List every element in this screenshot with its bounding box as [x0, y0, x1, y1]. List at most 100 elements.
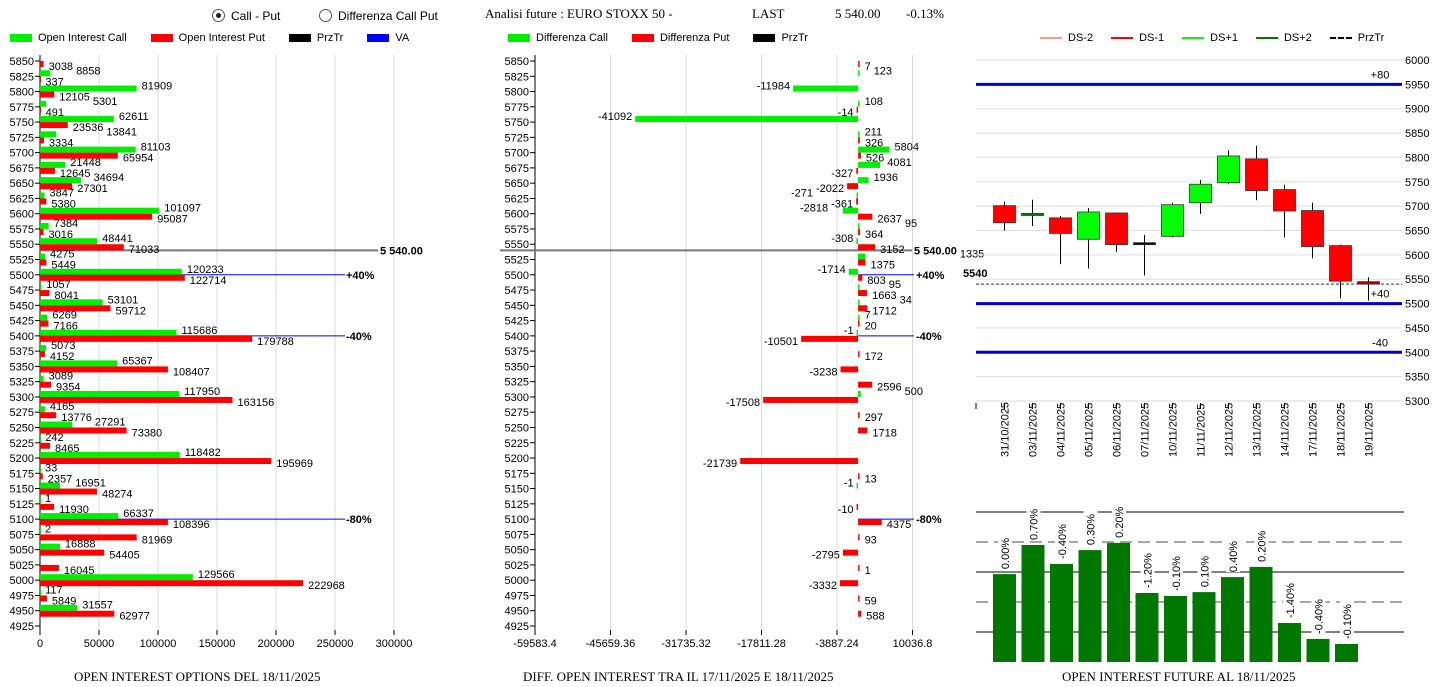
y-tick-label: 5150 — [505, 484, 529, 496]
call-bar — [848, 268, 859, 275]
put-value-label: 2637 — [877, 214, 901, 226]
y-tick-label: 5300 — [505, 392, 529, 404]
y-tick-label: 5175 — [505, 468, 529, 480]
y-tick-label: 5850 — [10, 56, 34, 68]
call-value-label: 115686 — [182, 325, 218, 337]
va-label: -40% — [346, 331, 372, 343]
y-tick-label: 5700 — [10, 148, 34, 160]
put-value-label: 526 — [866, 153, 884, 165]
data-label-bg — [1283, 574, 1297, 618]
call-bar — [858, 284, 860, 291]
legend-diff-call: Differenza Call — [508, 32, 608, 44]
future-bar — [1164, 596, 1187, 662]
put-value-label: 2596 — [877, 382, 901, 394]
legend-label: DS+2 — [1283, 32, 1312, 44]
y-tick-label: 5400 — [505, 331, 529, 343]
va-label: -80% — [916, 514, 942, 526]
put-value-label: 8041 — [54, 290, 78, 302]
future-bar — [1107, 542, 1130, 662]
radio-call-put[interactable]: Call - Put — [212, 9, 280, 23]
radio-diff-call-put[interactable]: Differenza Call Put — [319, 9, 438, 23]
y-tick-label: 5050 — [505, 545, 529, 557]
data-label-bg — [1340, 595, 1354, 639]
future-bar — [1078, 550, 1102, 662]
call-bar — [40, 268, 182, 275]
legend-put: Open Interest Put — [150, 32, 265, 44]
put-bar — [40, 290, 50, 297]
call-value-label: 21448 — [70, 157, 101, 169]
last-value: 5 540.00 — [835, 6, 881, 21]
put-bar — [40, 351, 45, 358]
call-bar — [40, 528, 41, 535]
x-tick-label: -17811.28 — [737, 638, 786, 650]
put-value-label: 108407 — [173, 366, 210, 378]
put-bar — [763, 396, 859, 403]
legend-label: Open Interest Call — [38, 32, 127, 44]
radio-diff-label: Differenza Call Put — [338, 9, 438, 23]
y-tick-label: 5850 — [1405, 128, 1429, 140]
call-value-label: 120233 — [187, 264, 224, 276]
call-value-label: 8858 — [76, 65, 100, 77]
put-value-label: 59712 — [115, 305, 146, 317]
call-bar — [856, 238, 859, 245]
y-tick-label: 4950 — [505, 606, 529, 618]
y-tick-label: 6000 — [1405, 55, 1429, 67]
put-bar — [40, 167, 55, 174]
call-bar — [635, 116, 859, 123]
call-bar — [858, 161, 881, 168]
call-value-label: 53101 — [108, 294, 139, 306]
put-bar — [40, 381, 52, 388]
put-bar — [40, 152, 118, 159]
candle-body — [1077, 211, 1100, 240]
candle-body — [1301, 210, 1324, 247]
put-bar — [858, 213, 873, 220]
call-bar — [858, 146, 890, 153]
data-label: -0.10% — [1342, 604, 1354, 639]
y-tick-label: 5275 — [10, 407, 34, 419]
call-value-label: 81103 — [141, 142, 171, 154]
candle-body — [1189, 183, 1212, 204]
legend-label: Differenza Put — [659, 32, 730, 44]
put-value-label: -10 — [838, 504, 854, 516]
put-value-label: 5449 — [51, 260, 75, 272]
y-tick-label: 5750 — [505, 117, 529, 129]
y-tick-label: 5550 — [10, 239, 34, 251]
put-value-label: 2357 — [48, 473, 72, 485]
y-tick-label: 5575 — [10, 224, 34, 236]
call-value-label: 62611 — [119, 111, 149, 123]
put-bar — [858, 320, 860, 327]
level-label: -40 — [1372, 337, 1388, 349]
legend-prztr-line: PrzTr — [1329, 32, 1384, 44]
candle-body — [1161, 204, 1184, 237]
put-value-label: 491 — [46, 107, 64, 119]
put-value-label: 7166 — [53, 321, 77, 333]
call-value-label: 7384 — [54, 218, 78, 230]
call-value-label: 1936 — [874, 172, 898, 184]
put-value-label: 5380 — [51, 198, 75, 210]
call-bar — [40, 314, 48, 321]
put-value-label: -14 — [838, 107, 854, 119]
call-bar — [40, 177, 81, 184]
data-label-bg — [1226, 528, 1240, 573]
put-value-label: 16045 — [64, 565, 95, 577]
legend-oi: Open Interest Call Open Interest Put Prz… — [10, 32, 409, 44]
y-tick-label: 5500 — [10, 270, 34, 282]
title-open-interest-future: OPEN INTEREST FUTURE AL 18/11/2025 — [1062, 669, 1296, 684]
put-bar — [40, 244, 124, 251]
legend-diff: Differenza Call Differenza Put PrzTr — [508, 32, 808, 44]
call-bar — [40, 513, 119, 520]
y-tick-label: 5825 — [10, 71, 34, 83]
put-value-label: 9354 — [56, 382, 80, 394]
y-tick-label: 5625 — [10, 193, 34, 205]
future-label: Analisi future : EURO STOXX 50 - — [485, 6, 673, 21]
call-value-label: 129566 — [198, 569, 235, 581]
y-tick-label: 5650 — [10, 178, 34, 190]
put-bar — [40, 213, 153, 220]
put-value-label: 588 — [866, 611, 884, 623]
put-value-label: 172 — [865, 351, 883, 363]
put-value-label: 297 — [865, 412, 883, 424]
x-tick-label: 10/11/2025 — [1168, 403, 1180, 457]
call-value-label: 5301 — [93, 96, 117, 108]
put-bar — [40, 610, 115, 617]
call-bar — [40, 482, 61, 489]
